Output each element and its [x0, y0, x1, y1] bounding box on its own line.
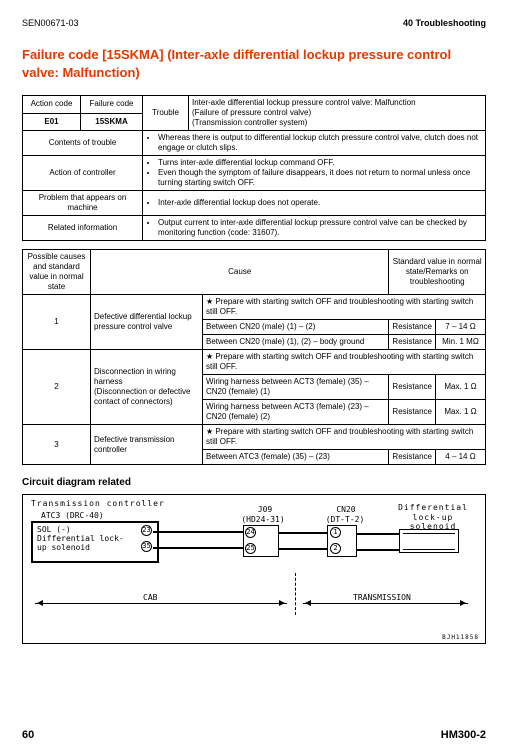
troubleshooting-table: Possible causes and standard value in no…	[22, 249, 486, 465]
prepare-note: Prepare with starting switch OFF and tro…	[203, 350, 486, 375]
t1-row-content: Inter-axle differential lockup does not …	[143, 191, 486, 216]
diagram-sol2: Differential lock-up solenoid	[37, 535, 127, 553]
resistance-value: Max. 1 Ω	[436, 400, 486, 425]
diagram-cn20: CN20	[321, 505, 371, 514]
resistance-label: Resistance	[389, 450, 436, 465]
diagram-j09-sub: (HD24-31)	[228, 515, 298, 524]
diagram-atc3: ATC3 (DRC-40)	[41, 511, 104, 520]
failure-code-value: 15SKMA	[81, 113, 143, 131]
cause-header: Cause	[91, 250, 389, 295]
possible-causes-label: Possible causes and standard value in no…	[23, 250, 91, 295]
t1-row-label: Problem that appears on machine	[23, 191, 143, 216]
diagram-ref: BJH11858	[442, 634, 479, 641]
cause-text: Disconnection in wiring harness (Disconn…	[91, 350, 203, 425]
t1-item: Even though the symptom of failure disap…	[158, 168, 482, 188]
t1-row-content: Whereas there is output to differential …	[143, 131, 486, 156]
action-code-header: Action code	[23, 96, 81, 114]
diagram-cn20-sub: (DT-T-2)	[315, 515, 375, 524]
cause-number: 1	[23, 295, 91, 350]
t1-row-label: Contents of trouble	[23, 131, 143, 156]
diagram-sol: SOL (-)	[37, 525, 71, 534]
diagram-diff-label: Differential lock-up solenoid	[393, 503, 473, 532]
std-header: Standard value in normal state/Remarks o…	[389, 250, 486, 295]
t1-item: Turns inter-axle differential lockup com…	[158, 158, 482, 168]
measure-point: Between CN20 (male) (1) – (2)	[203, 320, 389, 335]
cause-number: 3	[23, 425, 91, 465]
t1-item: Inter-axle differential lockup does not …	[158, 198, 482, 208]
diagram-trans: TRANSMISSION	[353, 593, 411, 602]
measure-point: Wiring harness between ACT3 (female) (35…	[203, 375, 389, 400]
diagram-j09: J09	[235, 505, 295, 514]
prepare-note: Prepare with starting switch OFF and tro…	[203, 295, 486, 320]
resistance-value: 7 – 14 Ω	[436, 320, 486, 335]
t1-row-label: Action of controller	[23, 156, 143, 191]
diagram-heading: Circuit diagram related	[22, 477, 486, 488]
t1-item: Whereas there is output to differential …	[158, 133, 482, 153]
t1-item: Output current to inter-axle differentia…	[158, 218, 482, 238]
prepare-note: Prepare with starting switch OFF and tro…	[203, 425, 486, 450]
resistance-label: Resistance	[389, 375, 436, 400]
resistance-label: Resistance	[389, 320, 436, 335]
model-number: HM300-2	[441, 729, 486, 741]
t1-row-content: Turns inter-axle differential lockup com…	[143, 156, 486, 191]
diagram-tc-label: Transmission controller	[31, 499, 165, 508]
cause-text: Defective transmission controller	[91, 425, 203, 465]
measure-point: Between ATC3 (female) (35) – (23)	[203, 450, 389, 465]
resistance-value: 4 – 14 Ω	[436, 450, 486, 465]
circuit-diagram: Transmission controller ATC3 (DRC-40) SO…	[22, 494, 486, 644]
page-title: Failure code [15SKMA] (Inter-axle differ…	[22, 46, 486, 81]
measure-point: Between CN20 (male) (1), (2) – body grou…	[203, 335, 389, 350]
t1-row-label: Related information	[23, 216, 143, 241]
measure-point: Wiring harness between ACT3 (female) (23…	[203, 400, 389, 425]
resistance-value: Max. 1 Ω	[436, 375, 486, 400]
resistance-value: Min. 1 MΩ	[436, 335, 486, 350]
doc-number: SEN00671-03	[22, 18, 79, 28]
diagram-cab: CAB	[143, 593, 157, 602]
trouble-header: Trouble	[143, 96, 189, 131]
section-title: 40 Troubleshooting	[403, 18, 486, 28]
cause-text: Defective differential lockup pressure c…	[91, 295, 203, 350]
resistance-label: Resistance	[389, 335, 436, 350]
failure-summary-table: Action code Failure code Trouble Inter-a…	[22, 95, 486, 241]
failure-code-header: Failure code	[81, 96, 143, 114]
action-code-value: E01	[23, 113, 81, 131]
cause-number: 2	[23, 350, 91, 425]
trouble-text: Inter-axle differential lockup pressure …	[189, 96, 486, 131]
resistance-label: Resistance	[389, 400, 436, 425]
t1-row-content: Output current to inter-axle differentia…	[143, 216, 486, 241]
page-number: 60	[22, 729, 34, 741]
